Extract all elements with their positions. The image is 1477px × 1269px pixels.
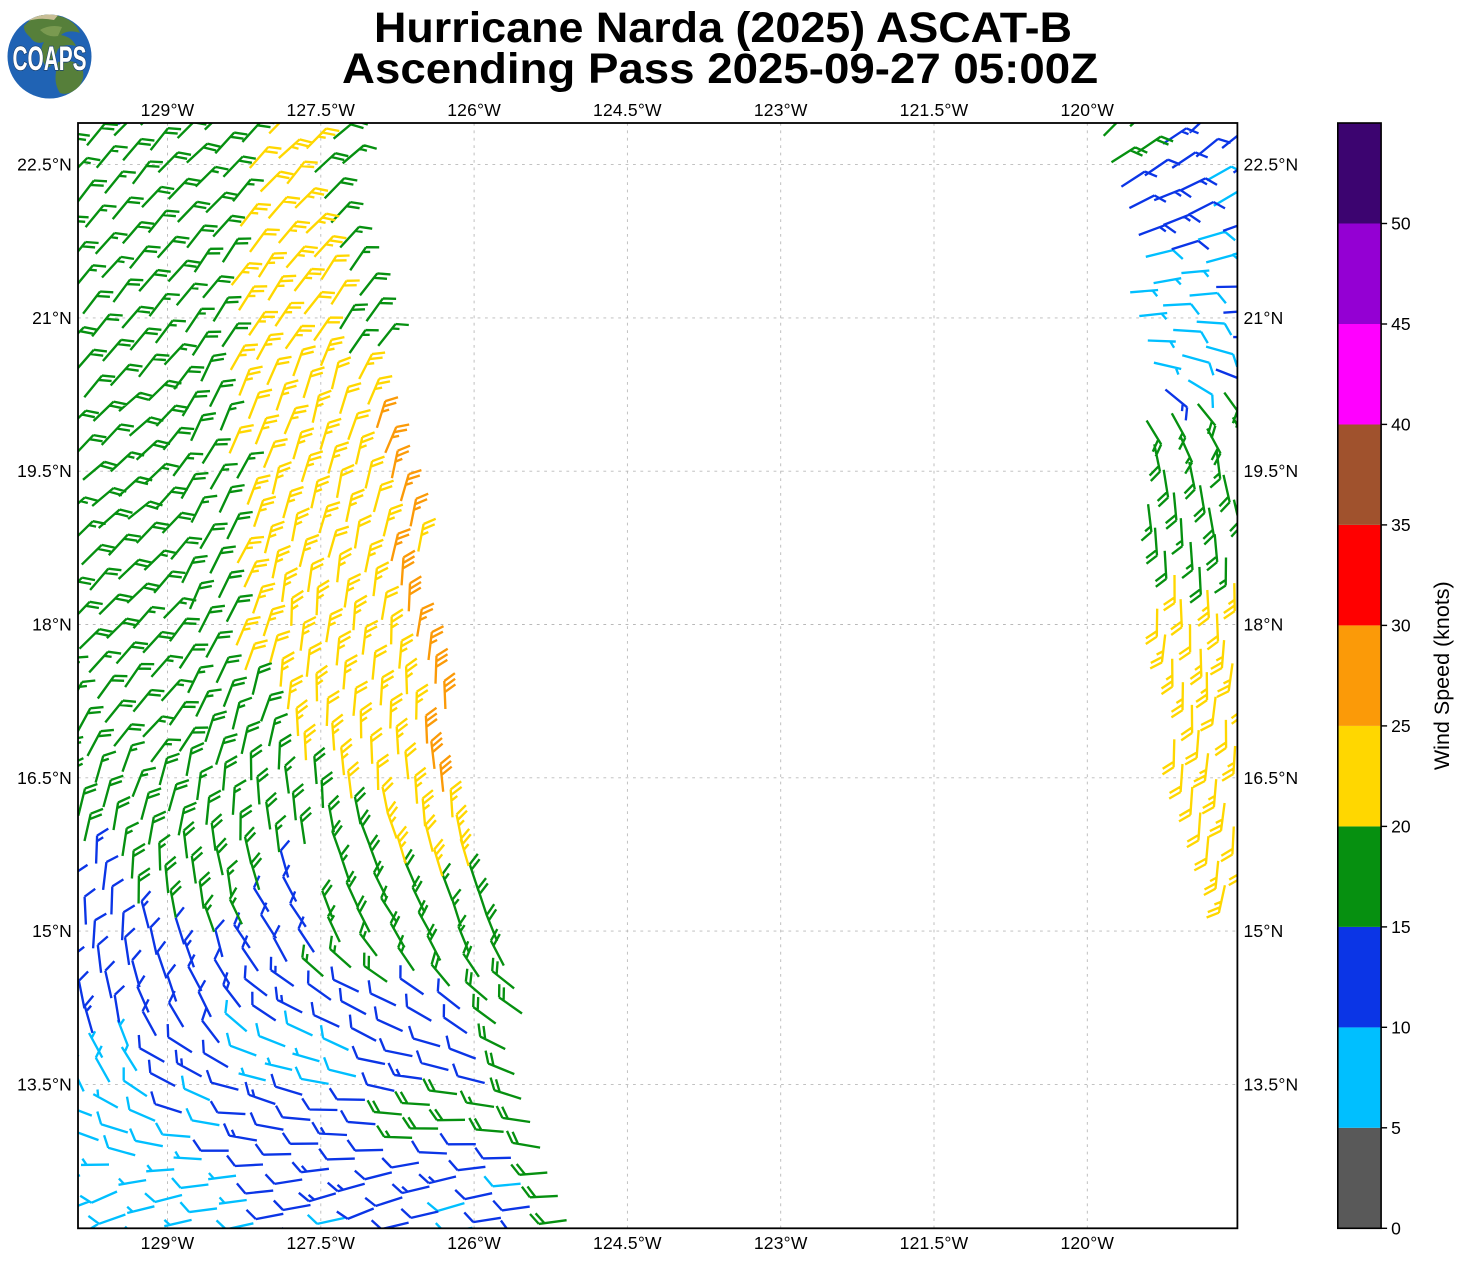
svg-text:20: 20: [1391, 816, 1411, 836]
svg-text:123°W: 123°W: [754, 1233, 808, 1253]
svg-text:18°N: 18°N: [32, 615, 72, 635]
svg-text:18°N: 18°N: [1244, 615, 1284, 635]
svg-text:126°W: 126°W: [447, 100, 501, 120]
svg-text:123°W: 123°W: [754, 100, 808, 120]
svg-text:129°W: 129°W: [141, 100, 195, 120]
svg-text:129°W: 129°W: [141, 1233, 195, 1253]
svg-text:127.5°W: 127.5°W: [286, 100, 355, 120]
svg-text:120°W: 120°W: [1060, 1233, 1114, 1253]
svg-text:22.5°N: 22.5°N: [17, 155, 72, 175]
svg-text:19.5°N: 19.5°N: [1244, 461, 1299, 481]
svg-text:10: 10: [1391, 1017, 1411, 1037]
svg-text:30: 30: [1391, 615, 1411, 635]
svg-text:13.5°N: 13.5°N: [17, 1074, 72, 1094]
svg-text:5: 5: [1391, 1118, 1401, 1138]
svg-text:16.5°N: 16.5°N: [17, 768, 72, 788]
svg-text:Hurricane Narda (2025) ASCAT-B: Hurricane Narda (2025) ASCAT-B: [374, 4, 1072, 52]
svg-text:40: 40: [1391, 414, 1411, 434]
svg-text:121.5°W: 121.5°W: [900, 100, 969, 120]
svg-text:124.5°W: 124.5°W: [593, 1233, 662, 1253]
svg-text:Wind Speed (knots): Wind Speed (knots): [1430, 581, 1454, 770]
svg-text:127.5°W: 127.5°W: [286, 1233, 355, 1253]
svg-text:121.5°W: 121.5°W: [900, 1233, 969, 1253]
svg-text:50: 50: [1391, 214, 1411, 234]
svg-text:16.5°N: 16.5°N: [1244, 768, 1299, 788]
svg-text:Ascending Pass 2025-09-27 05:0: Ascending Pass 2025-09-27 05:00Z: [342, 45, 1098, 93]
svg-text:15: 15: [1391, 917, 1410, 937]
svg-text:19.5°N: 19.5°N: [17, 461, 72, 481]
svg-text:22.5°N: 22.5°N: [1244, 155, 1299, 175]
svg-text:21°N: 21°N: [1244, 308, 1284, 328]
svg-text:120°W: 120°W: [1060, 100, 1114, 120]
svg-text:45: 45: [1391, 314, 1410, 334]
svg-text:15°N: 15°N: [32, 921, 72, 941]
svg-text:0: 0: [1391, 1218, 1401, 1238]
svg-text:126°W: 126°W: [447, 1233, 501, 1253]
svg-text:21°N: 21°N: [32, 308, 72, 328]
svg-text:13.5°N: 13.5°N: [1244, 1074, 1299, 1094]
svg-text:35: 35: [1391, 515, 1410, 535]
svg-text:124.5°W: 124.5°W: [593, 100, 662, 120]
svg-text:25: 25: [1391, 716, 1410, 736]
svg-text:COAPS: COAPS: [13, 40, 87, 78]
svg-text:15°N: 15°N: [1244, 921, 1284, 941]
